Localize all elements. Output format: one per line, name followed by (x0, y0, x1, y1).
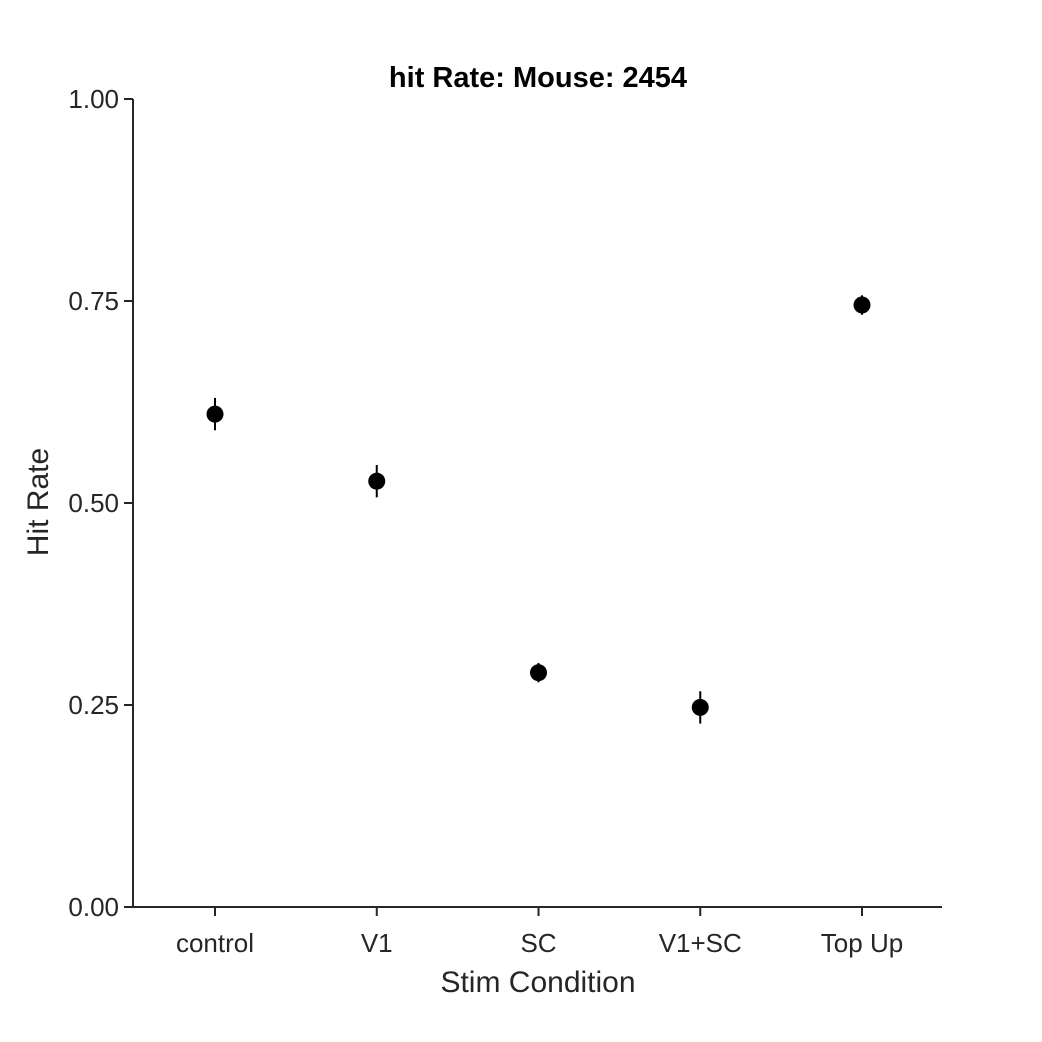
x-tick-label: control (176, 928, 254, 958)
x-tick-label: V1+SC (659, 928, 742, 958)
data-point (368, 472, 386, 490)
data-point (530, 664, 547, 682)
y-tick-label: 0.25 (68, 690, 119, 720)
x-tick-label: Top Up (821, 928, 903, 958)
y-tick-label: 0.00 (68, 892, 119, 922)
y-axis-ticks: 0.00 0.25 0.50 0.75 1.00 (68, 84, 133, 922)
axes (132, 99, 942, 908)
data-points (206, 295, 871, 724)
y-tick-label: 0.50 (68, 488, 119, 518)
chart-title: hit Rate: Mouse: 2454 (389, 62, 687, 94)
y-axis-label: Hit Rate (22, 448, 55, 556)
x-tick-label: V1 (361, 928, 393, 958)
data-point (691, 698, 709, 716)
data-point (853, 296, 871, 314)
y-tick-label: 0.75 (68, 286, 119, 316)
y-tick-label: 1.00 (68, 84, 119, 114)
data-point (206, 405, 224, 423)
x-axis-ticks: control V1 SC V1+SC Top Up (176, 907, 903, 958)
x-axis-label: Stim Condition (440, 966, 635, 999)
x-tick-label: SC (520, 928, 556, 958)
